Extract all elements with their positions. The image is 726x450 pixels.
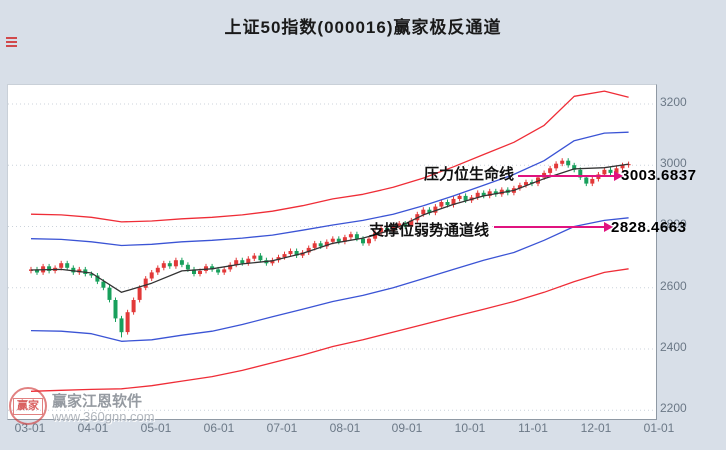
watermark-seal-text: 赢家	[13, 397, 43, 415]
x-tick-label: 03-01	[14, 421, 46, 435]
candlestick-chart	[8, 90, 654, 411]
x-tick-label: 04-01	[77, 421, 109, 435]
lifeline-black-line	[30, 163, 629, 293]
y-tick-label: 2200	[660, 401, 687, 415]
chart-title: 上证50指数(000016)赢家极反通道	[224, 18, 502, 37]
watermark-seal-logo: 赢家	[9, 387, 47, 425]
support-annotation-value: 2828.4663	[611, 219, 687, 236]
upper-blue-channel-line	[30, 131, 629, 247]
x-tick-label: 11-01	[518, 421, 548, 435]
x-tick-label: 01-01	[643, 421, 675, 435]
x-tick-label: 05-01	[140, 421, 172, 435]
y-tick-label: 2600	[660, 279, 687, 293]
x-tick-label: 12-01	[580, 421, 612, 435]
x-tick-label: 07-01	[266, 421, 298, 435]
pressure-annotation-arrow	[518, 171, 623, 181]
watermark-brand: 赢家江恩软件	[52, 393, 143, 410]
upper-red-channel-line	[30, 90, 629, 223]
support-annotation-arrow	[494, 222, 613, 232]
y-tick-label: 3000	[660, 156, 687, 170]
x-tick-label: 06-01	[203, 421, 235, 435]
plot-area	[7, 84, 657, 420]
pressure-annotation-value: 3003.6837	[621, 167, 697, 184]
y-tick-label: 2800	[660, 217, 687, 231]
y-tick-label: 2400	[660, 340, 687, 354]
y-tick-label: 3200	[660, 95, 687, 109]
support-annotation-label: 支撑位弱势通道线	[369, 222, 490, 239]
x-tick-label: 08-01	[329, 421, 361, 435]
pressure-annotation-label: 压力位生命线	[424, 166, 515, 183]
corner-red-mark-icon	[6, 37, 17, 50]
x-tick-label: 09-01	[391, 421, 423, 435]
lower-red-channel-line	[30, 268, 629, 392]
watermark-url: www.360gnn.com	[52, 409, 155, 424]
x-tick-label: 10-01	[454, 421, 486, 435]
lower-blue-weak-channel-line	[30, 217, 629, 342]
